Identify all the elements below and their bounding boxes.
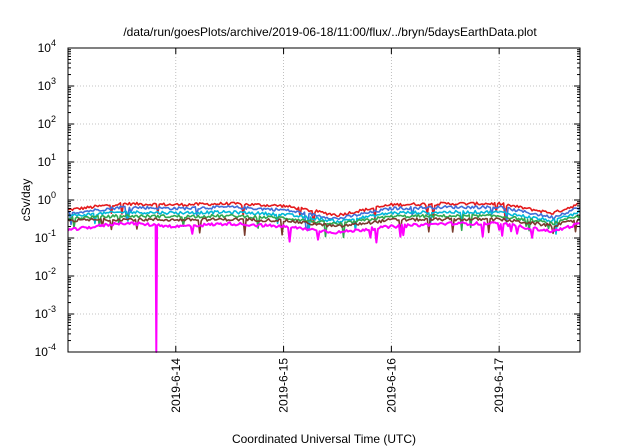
series-line-2: [67, 205, 581, 230]
y-tick-exponent: -2: [48, 266, 56, 276]
y-tick-label: 10-1: [35, 228, 56, 245]
y-tick-exponent: -4: [48, 342, 56, 352]
y-tick-exponent: 4: [51, 38, 56, 48]
y-tick-base: 10: [38, 193, 52, 207]
y-tick-label: 103: [38, 76, 56, 93]
y-tick-base: 10: [35, 231, 49, 245]
grid-lines: [68, 48, 580, 352]
y-tick-exponent: -1: [48, 228, 56, 238]
y-axis-label: cSv/day: [19, 179, 33, 222]
y-tick-label: 102: [38, 114, 56, 131]
chart-title: /data/run/goesPlots/archive/2019-06-18/1…: [123, 25, 537, 39]
y-tick-base: 10: [38, 79, 52, 93]
series-line-6: [67, 221, 581, 353]
y-tick-exponent: 2: [51, 114, 56, 124]
series-line-1: [67, 201, 581, 224]
y-tick-base: 10: [35, 269, 49, 283]
x-axis: 2019-6-14 2019-6-15 2019-6-16 2019-6-17: [169, 48, 506, 413]
y-tick-label: 10-3: [35, 304, 56, 321]
y-tick-exponent: -3: [48, 304, 56, 314]
x-tick-label: 2019-6-14: [169, 358, 183, 413]
y-tick-exponent: 3: [51, 76, 56, 86]
x-axis-label: Coordinated Universal Time (UTC): [232, 432, 416, 446]
x-tick-label: 2019-6-16: [384, 358, 398, 413]
x-tick-label: 2019-6-17: [492, 358, 506, 413]
y-tick-label: 104: [38, 38, 56, 55]
series-layer: [67, 201, 581, 353]
y-tick-base: 10: [35, 307, 49, 321]
y-tick-base: 10: [38, 155, 52, 169]
y-tick-label: 100: [38, 190, 56, 207]
y-tick-base: 10: [38, 117, 52, 131]
x-tick-label: 2019-6-15: [277, 358, 291, 413]
series-line-4: [67, 213, 581, 239]
y-tick-base: 10: [38, 41, 52, 55]
y-tick-label: 10-4: [35, 342, 56, 359]
y-tick-base: 10: [35, 345, 49, 359]
y-tick-exponent: 1: [51, 152, 56, 162]
y-tick-label: 101: [38, 152, 56, 169]
y-tick-exponent: 0: [51, 190, 56, 200]
series-line-5: [67, 217, 580, 236]
y-tick-label: 10-2: [35, 266, 56, 283]
